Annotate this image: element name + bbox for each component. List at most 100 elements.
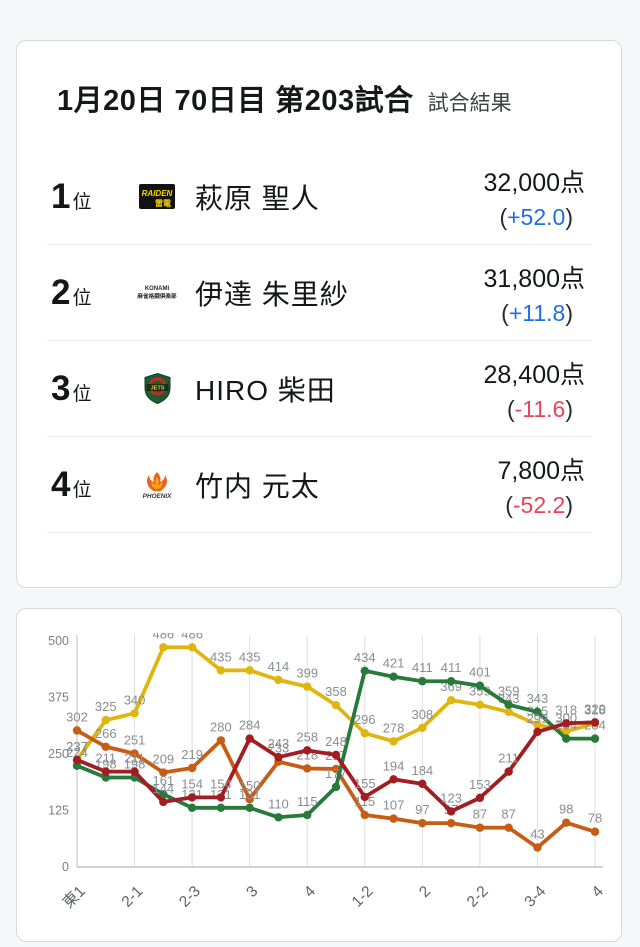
svg-text:296: 296 <box>354 712 376 727</box>
svg-text:278: 278 <box>383 720 405 735</box>
rank: 2 位 <box>47 273 129 313</box>
score-block: 7,800点 (-52.2) <box>497 451 591 519</box>
svg-text:131: 131 <box>239 787 261 802</box>
svg-text:2: 2 <box>416 883 434 901</box>
svg-text:280: 280 <box>210 719 232 734</box>
rank: 3 位 <box>47 369 129 409</box>
svg-text:東1: 東1 <box>59 882 89 912</box>
svg-text:97: 97 <box>415 802 429 817</box>
score-diff: (+52.0) <box>499 204 573 231</box>
svg-text:115: 115 <box>354 794 375 809</box>
svg-text:3: 3 <box>243 883 261 901</box>
svg-text:184: 184 <box>411 763 433 778</box>
svg-text:399: 399 <box>296 666 318 681</box>
svg-text:308: 308 <box>411 707 433 722</box>
svg-text:209: 209 <box>152 752 174 767</box>
team-logo-slot: KONAMI 麻雀格闘倶楽部 <box>129 280 185 305</box>
svg-text:2-3: 2-3 <box>176 883 204 911</box>
score-block: 28,400点 (-11.6) <box>484 355 591 423</box>
paren-close: ) <box>565 203 573 230</box>
svg-text:153: 153 <box>469 777 491 792</box>
svg-text:154: 154 <box>181 776 203 791</box>
score-diff: (+11.8) <box>501 300 573 327</box>
svg-text:237: 237 <box>66 739 88 754</box>
svg-text:PHOENIX: PHOENIX <box>143 493 173 499</box>
rank-suffix: 位 <box>72 287 92 309</box>
svg-text:434: 434 <box>354 650 376 665</box>
svg-text:154: 154 <box>210 776 232 791</box>
svg-text:250: 250 <box>48 747 69 761</box>
team-logo-slot: JETS <box>129 373 185 404</box>
svg-text:248: 248 <box>325 734 347 749</box>
svg-text:155: 155 <box>354 776 376 791</box>
player-name: 伊達 朱里紗 <box>195 278 349 310</box>
svg-text:299: 299 <box>527 711 549 726</box>
team-logo-slot: PHOENIX <box>129 471 185 499</box>
svg-text:343: 343 <box>527 691 549 706</box>
svg-text:359: 359 <box>498 684 520 699</box>
svg-text:401: 401 <box>469 665 491 680</box>
rank-suffix: 位 <box>72 191 92 213</box>
score-points: 28,400点 <box>483 360 585 389</box>
ranking-row: 3 位 JETS HIRO 柴田 28,400点 (-11.6) <box>47 341 591 437</box>
svg-text:107: 107 <box>383 798 405 813</box>
svg-text:358: 358 <box>325 684 347 699</box>
svg-text:144: 144 <box>152 781 174 796</box>
svg-text:78: 78 <box>588 811 602 826</box>
svg-text:RAIDEN: RAIDEN <box>142 189 173 198</box>
svg-text:125: 125 <box>48 804 69 818</box>
svg-text:177: 177 <box>325 766 347 781</box>
svg-text:266: 266 <box>95 726 117 741</box>
svg-text:500: 500 <box>48 634 69 648</box>
svg-text:115: 115 <box>297 794 318 809</box>
ranking-list: 1 位 RAIDEN 雷電 萩原 聖人 32,000点 (+52.0) 2 位 … <box>47 149 591 533</box>
ranking-row: 1 位 RAIDEN 雷電 萩原 聖人 32,000点 (+52.0) <box>47 149 591 245</box>
svg-text:211: 211 <box>124 751 145 766</box>
paren-open: ( <box>501 299 509 326</box>
svg-text:411: 411 <box>441 660 462 675</box>
score-points: 32,000点 <box>483 168 585 197</box>
svg-text:302: 302 <box>66 709 88 724</box>
player-name: 萩原 聖人 <box>195 182 320 214</box>
svg-text:87: 87 <box>473 807 487 822</box>
paren-close: ) <box>565 491 573 518</box>
svg-text:211: 211 <box>498 751 519 766</box>
svg-text:麻雀格闘倶楽部: 麻雀格闘倶楽部 <box>136 292 177 300</box>
rank: 1 位 <box>47 177 129 217</box>
team-logo-slot: RAIDEN 雷電 <box>129 183 185 210</box>
player-name: 竹内 元太 <box>195 470 320 502</box>
rank-suffix: 位 <box>72 383 92 405</box>
team-phoenix-logo-icon: PHOENIX <box>143 471 173 499</box>
score-diff-value: -11.6 <box>514 395 566 422</box>
rank-number: 1 <box>51 176 71 216</box>
svg-text:161: 161 <box>152 773 174 788</box>
rank-number: 2 <box>51 272 71 312</box>
score-points: 7,800点 <box>497 456 585 485</box>
score-diff: (-52.2) <box>505 492 573 519</box>
score-block: 32,000点 (+52.0) <box>484 163 591 231</box>
svg-text:194: 194 <box>383 758 405 773</box>
svg-text:2-2: 2-2 <box>464 883 492 911</box>
match-result-header: 1月20日 70日目 第203試合 試合結果 <box>17 41 621 119</box>
svg-text:0: 0 <box>62 860 69 874</box>
svg-text:318: 318 <box>584 702 606 717</box>
player-name: HIRO 柴田 <box>195 374 336 406</box>
svg-text:435: 435 <box>210 649 232 664</box>
rank-suffix: 位 <box>72 479 92 501</box>
team-jets-logo-icon: JETS <box>144 373 170 404</box>
team-raiden-logo-icon: RAIDEN 雷電 <box>139 184 175 209</box>
svg-text:237: 237 <box>66 739 88 754</box>
svg-text:435: 435 <box>239 649 261 664</box>
svg-text:211: 211 <box>95 751 116 766</box>
paren-open: ( <box>505 491 513 518</box>
svg-text:2-1: 2-1 <box>119 883 147 911</box>
svg-text:258: 258 <box>296 729 318 744</box>
paren-open: ( <box>506 395 515 422</box>
rank-number: 3 <box>51 368 71 408</box>
svg-text:414: 414 <box>268 659 290 674</box>
svg-text:雷電: 雷電 <box>155 198 171 208</box>
svg-text:KONAMI: KONAMI <box>145 286 170 292</box>
match-result-card: 1月20日 70日目 第203試合 試合結果 1 位 RAIDEN 雷電 萩原 … <box>16 40 622 588</box>
